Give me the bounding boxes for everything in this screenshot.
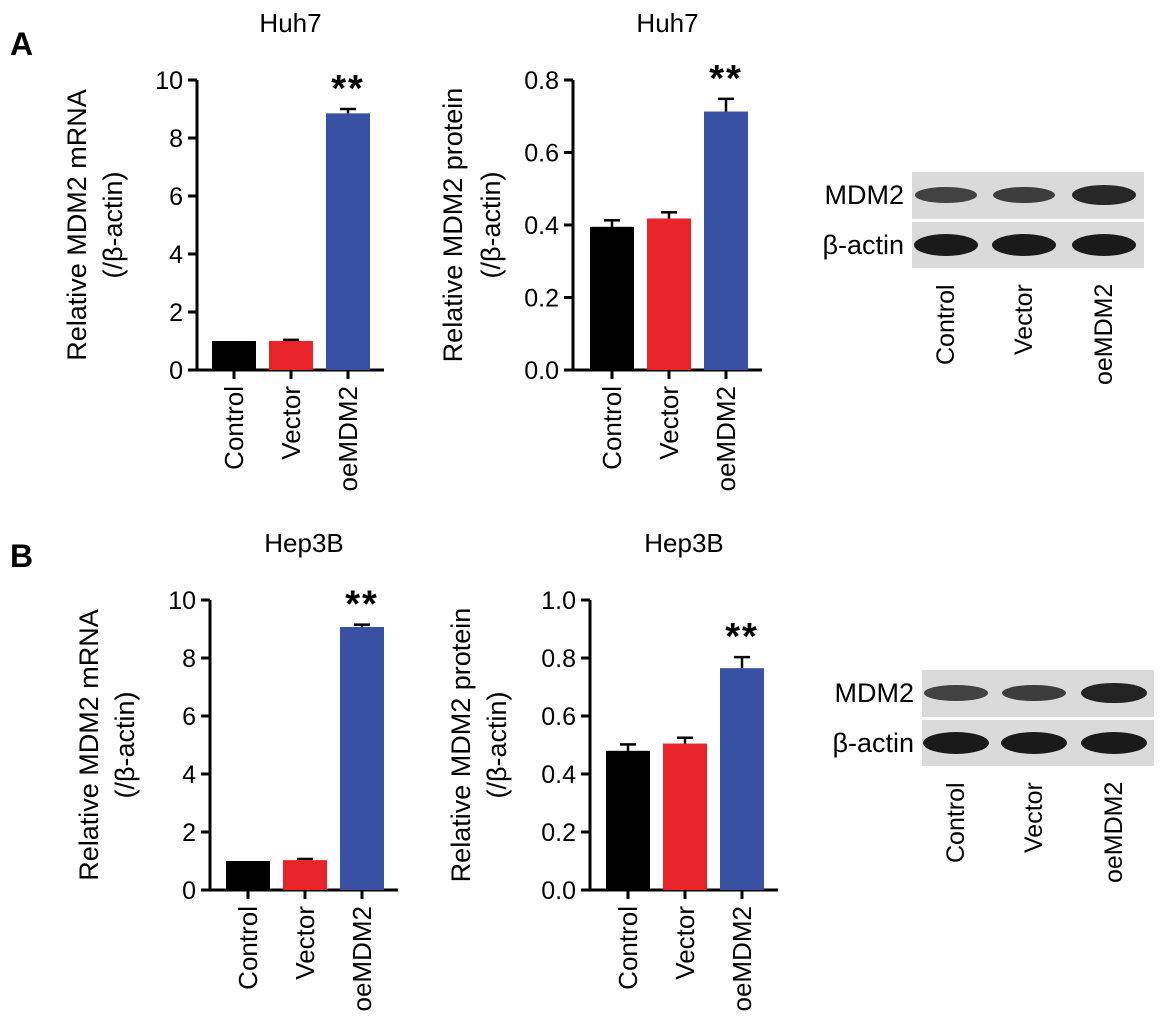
western-blot-huh7: MDM2 β-actin Control Vector oeMDM2 xyxy=(812,172,1144,408)
blot-band xyxy=(1081,682,1147,704)
blot-band xyxy=(1001,732,1067,754)
y-tick-label: 2 xyxy=(169,299,183,327)
y-tick-label: 6 xyxy=(182,703,196,731)
y-tick-label: 1.0 xyxy=(541,587,576,615)
blot-separator xyxy=(922,716,1154,720)
y-axis-label: Relative MDM2 protein xyxy=(438,88,468,363)
y-tick-label: 0.6 xyxy=(524,140,559,168)
blot-band xyxy=(1002,684,1066,702)
chart-title: Hep3B xyxy=(644,528,724,558)
y-tick-label: 0.0 xyxy=(541,877,576,905)
x-tick-label: Control xyxy=(613,906,643,990)
x-tick-label: Vector xyxy=(290,906,320,980)
y-tick-label: 2 xyxy=(182,819,196,847)
x-tick-label: oeMDM2 xyxy=(347,906,377,1011)
blot-row-label: β-actin xyxy=(822,230,904,260)
y-axis-label-unit: (/β-actin) xyxy=(98,171,128,278)
y-tick-label: 8 xyxy=(169,125,183,153)
blot-band xyxy=(993,186,1055,204)
y-axis-label: Relative MDM2 mRNA xyxy=(62,89,92,361)
y-axis-label-unit: (/β-actin) xyxy=(476,171,506,278)
y-axis-label-unit: (/β-actin) xyxy=(482,691,512,798)
y-tick-label: 0.2 xyxy=(541,819,576,847)
blot-band xyxy=(1072,234,1136,256)
bar-control xyxy=(590,226,634,370)
bar-oemdm2 xyxy=(704,111,748,370)
significance-marker: ** xyxy=(331,68,365,110)
bar-vector xyxy=(663,743,707,890)
bar-control xyxy=(606,750,650,890)
blot-row-label: MDM2 xyxy=(834,678,915,708)
x-tick-label: Control xyxy=(597,386,627,470)
bar-vector xyxy=(283,860,327,890)
bar-control xyxy=(212,341,256,370)
y-tick-label: 0.4 xyxy=(524,212,559,240)
chart-title: Huh7 xyxy=(636,8,698,38)
y-tick-label: 10 xyxy=(168,587,196,615)
y-tick-label: 0.8 xyxy=(541,645,576,673)
y-tick-label: 0.2 xyxy=(524,285,559,313)
x-tick-label: oeMDM2 xyxy=(727,906,757,1011)
bar-control xyxy=(226,861,270,890)
y-tick-label: 4 xyxy=(169,241,183,269)
y-tick-label: 0.6 xyxy=(541,703,576,731)
blot-band xyxy=(915,187,977,203)
y-axis-label-unit: (/β-actin) xyxy=(110,691,140,798)
x-tick-label: Vector xyxy=(654,386,684,460)
blot-band xyxy=(1081,732,1147,754)
x-tick-label: Control xyxy=(219,386,249,470)
chart-title: Huh7 xyxy=(259,8,321,38)
blot-row-label: β-actin xyxy=(832,728,914,758)
blot-band xyxy=(923,732,989,754)
x-tick-label: oeMDM2 xyxy=(711,386,741,491)
blot-band xyxy=(914,234,978,256)
chart-title: Hep3B xyxy=(264,528,344,558)
significance-marker: ** xyxy=(725,616,759,658)
western-blot-hep3b: MDM2 β-actin Control Vector oeMDM2 xyxy=(822,670,1154,906)
y-tick-label: 8 xyxy=(182,645,196,673)
bar-oemdm2 xyxy=(340,626,384,890)
significance-marker: ** xyxy=(709,58,743,100)
y-tick-label: 0.8 xyxy=(524,67,559,95)
bar-vector xyxy=(647,218,691,370)
x-tick-label: Control xyxy=(233,906,263,990)
blot-lane-label: Control xyxy=(942,782,970,863)
blot-lane-label: Control xyxy=(932,284,960,365)
blot-band xyxy=(1072,185,1136,205)
panel-letter-a: A xyxy=(10,26,34,62)
blot-separator xyxy=(912,218,1144,222)
blot-lane-label: Vector xyxy=(1010,284,1038,355)
y-tick-label: 4 xyxy=(182,761,196,789)
y-axis-label: Relative MDM2 protein xyxy=(446,608,476,883)
blot-band xyxy=(924,685,988,701)
blot-lane-label: Vector xyxy=(1020,782,1048,853)
bar-vector xyxy=(269,341,313,370)
panel-letter-b: B xyxy=(10,538,34,574)
y-tick-label: 0.0 xyxy=(524,357,559,385)
blot-image xyxy=(912,172,1144,268)
y-tick-label: 0.4 xyxy=(541,761,576,789)
y-tick-label: 10 xyxy=(155,67,183,95)
significance-marker: ** xyxy=(345,584,379,626)
y-axis-label: Relative MDM2 mRNA xyxy=(74,609,104,881)
blot-lane-label: oeMDM2 xyxy=(1090,284,1118,386)
bar-oemdm2 xyxy=(720,668,764,890)
blot-row-label: MDM2 xyxy=(824,180,905,210)
y-tick-label: 6 xyxy=(169,183,183,211)
y-tick-label: 0 xyxy=(182,877,196,905)
blot-image xyxy=(922,670,1154,766)
x-tick-label: oeMDM2 xyxy=(333,386,363,491)
blot-band xyxy=(992,234,1056,256)
blot-lane-label: oeMDM2 xyxy=(1100,782,1128,884)
bar-oemdm2 xyxy=(326,113,370,370)
x-tick-label: Vector xyxy=(670,906,700,980)
x-tick-label: Vector xyxy=(276,386,306,460)
y-tick-label: 0 xyxy=(169,357,183,385)
